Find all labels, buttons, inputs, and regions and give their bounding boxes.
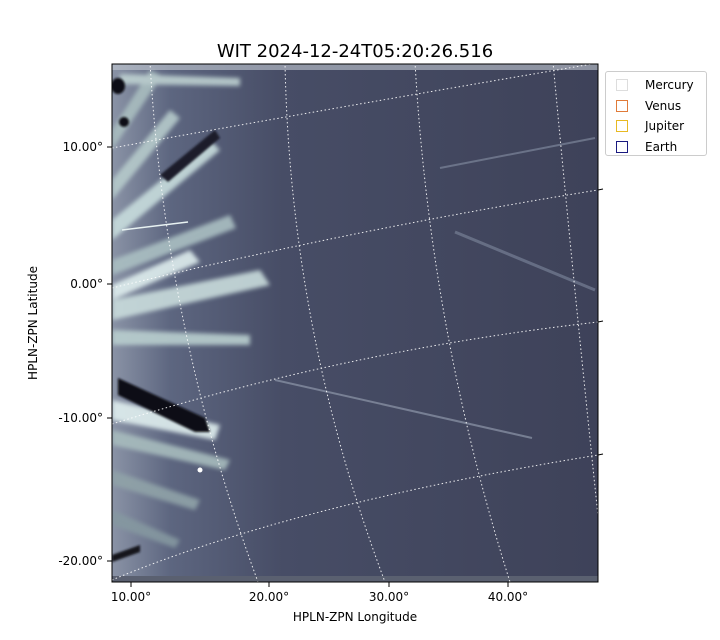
legend-label: Jupiter xyxy=(645,119,685,134)
coordinate-grid xyxy=(112,64,598,582)
legend-swatch xyxy=(616,140,628,153)
x-tick-label: 40.00° xyxy=(488,590,528,604)
plot-image xyxy=(112,64,598,582)
x-axis: 10.00° 20.00° 30.00° 40.00° HPLN-ZPN Lon… xyxy=(111,582,528,624)
legend-item: Venus xyxy=(616,96,706,117)
legend-label: Earth xyxy=(645,139,678,154)
y-tick-label: 0.00° xyxy=(70,277,103,291)
legend: Mercury Venus Jupiter Earth xyxy=(605,71,707,156)
legend-label: Venus xyxy=(645,98,682,113)
legend-swatch xyxy=(616,79,628,92)
legend-item: Jupiter xyxy=(616,116,706,137)
faint-streaks xyxy=(121,137,596,473)
y-axis-label: HPLN-ZPN Latitude xyxy=(26,266,40,380)
y-tick-label: -20.00° xyxy=(58,554,103,568)
y-tick-label: -10.00° xyxy=(58,411,103,425)
legend-label: Mercury xyxy=(645,78,694,93)
x-tick-label: 10.00° xyxy=(111,590,151,604)
legend-swatch xyxy=(616,120,628,133)
right-ticks xyxy=(597,188,604,456)
y-axis: 10.00° 0.00° -10.00° -20.00° HPLN-ZPN La… xyxy=(26,140,112,568)
legend-swatch xyxy=(616,99,628,112)
plot-frame xyxy=(111,63,599,583)
chart-title: WIT 2024-12-24T05:20:26.516 xyxy=(217,41,493,62)
legend-item: Earth xyxy=(616,137,706,158)
y-tick-label: 10.00° xyxy=(63,140,103,154)
legend-item: Mercury xyxy=(616,75,706,96)
x-tick-label: 20.00° xyxy=(249,590,289,604)
x-tick-label: 30.00° xyxy=(369,590,409,604)
x-axis-label: HPLN-ZPN Longitude xyxy=(293,610,417,624)
streamers xyxy=(112,70,270,548)
dark-artifacts xyxy=(112,78,220,562)
